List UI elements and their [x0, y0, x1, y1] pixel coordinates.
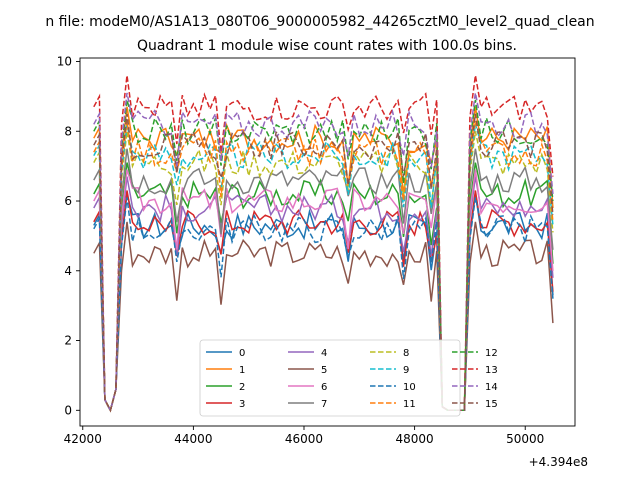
series-line-15 [93, 113, 554, 413]
legend-label: 10 [403, 382, 416, 393]
legend-label: 3 [239, 399, 245, 410]
series-line-3 [93, 190, 554, 413]
series-layer [93, 75, 554, 413]
y-tick-label: 10 [57, 54, 72, 68]
series-line-2 [93, 162, 554, 413]
legend-label: 15 [485, 399, 498, 410]
legend-label: 1 [239, 365, 245, 376]
legend-label: 8 [403, 348, 409, 359]
legend-label: 12 [485, 348, 498, 359]
series-line-14 [93, 92, 554, 413]
legend-label: 0 [239, 348, 245, 359]
legend-box [199, 339, 461, 417]
legend-label: 6 [321, 382, 327, 393]
x-offset-label: +4.394e8 [529, 455, 588, 469]
series-line-6 [93, 169, 554, 413]
legend-label: 5 [321, 365, 327, 376]
y-tick-label: 8 [64, 124, 72, 138]
legend-label: 7 [321, 399, 327, 410]
legend-label: 13 [485, 365, 498, 376]
y-tick-label: 6 [64, 194, 72, 208]
legend-label: 11 [403, 399, 416, 410]
series-line-8 [93, 131, 554, 413]
figure-suptitle: n file: modeM0/AS1A13_080T06_9000005982_… [45, 14, 594, 30]
x-tick-label: 42000 [64, 432, 102, 446]
y-tick-label: 2 [64, 334, 72, 348]
x-tick-label: 48000 [396, 432, 434, 446]
legend-label: 14 [485, 382, 498, 393]
series-line-10 [93, 197, 554, 413]
legend-label: 2 [239, 382, 245, 393]
series-line-13 [93, 75, 554, 413]
y-tick-label: 0 [64, 403, 72, 417]
x-tick-label: 46000 [285, 432, 323, 446]
x-tick-label: 50000 [506, 432, 544, 446]
x-tick-label: 44000 [174, 432, 212, 446]
y-tick-label: 4 [64, 264, 72, 278]
axes-frame [79, 57, 576, 427]
chart-title: Quadrant 1 module wise count rates with … [137, 38, 517, 54]
series-line-12 [93, 99, 554, 413]
series-line-5 [93, 221, 554, 413]
legend-label: 4 [321, 348, 327, 359]
series-line-7 [93, 148, 554, 413]
legend-label: 9 [403, 365, 409, 376]
